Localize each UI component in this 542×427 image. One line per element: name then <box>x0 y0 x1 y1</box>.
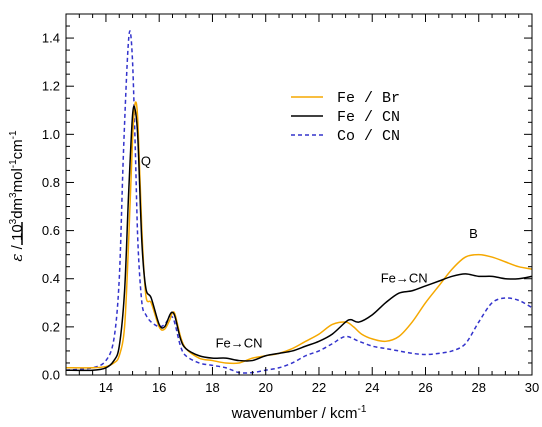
x-tick-label: 16 <box>152 380 166 395</box>
series-line-fe-cn <box>65 105 533 372</box>
x-tick-label: 24 <box>365 380 379 395</box>
ticks-layer <box>65 14 533 376</box>
y-axis-title-sup1: 3 <box>8 218 19 224</box>
legend-label-fe-cn: Fe / CN <box>337 109 400 126</box>
y-axis-title-part3: mol <box>9 168 26 192</box>
series-line-co-cn <box>65 30 533 374</box>
y-tick-label: 0.0 <box>42 368 60 383</box>
x-axis-title: wavenumber / kcm-1 <box>231 404 367 422</box>
x-axis-title-sup: -1 <box>357 404 366 415</box>
y-axis-title-part1: / 10 <box>9 224 26 253</box>
y-axis-title-part4: cm <box>9 139 26 159</box>
x-tick-label: 22 <box>312 380 326 395</box>
legend-label-co-cn: Co / CN <box>337 128 400 145</box>
annotation-Q: Q <box>141 154 151 169</box>
x-tick-label: 20 <box>258 380 272 395</box>
x-tick-label: 18 <box>205 380 219 395</box>
y-axis-title-sup3: -1 <box>8 159 19 168</box>
y-axis-title-epsilon: ε <box>8 254 26 262</box>
series-layer <box>65 30 533 374</box>
annotation-fe-cn-1: Fe→CN <box>216 335 263 350</box>
y-axis-title-part2: dm <box>9 198 26 219</box>
y-axis-title-sup4: -1 <box>8 130 19 139</box>
y-axis-title-sup2: 3 <box>8 192 19 198</box>
x-tick-label: 28 <box>472 380 486 395</box>
y-tick-label: 1.2 <box>42 79 60 94</box>
legend-label-fe-br: Fe / Br <box>337 90 400 107</box>
x-tick-label: 14 <box>99 380 113 395</box>
tick-labels-layer: 14 16 18 20 22 24 26 28 30 0.0 0.2 0.4 0.6 0.8 1.0 1.2 1… <box>42 31 539 395</box>
x-tick-label: 26 <box>418 380 432 395</box>
y-tick-label: 0.6 <box>42 223 60 238</box>
annotations-layer: Q Fe→CN Fe→CN B <box>141 154 478 351</box>
y-tick-label: 1.0 <box>42 127 60 142</box>
y-tick-label: 1.4 <box>42 31 60 46</box>
annotation-fe-cn-2: Fe→CN <box>381 270 428 285</box>
annotation-B: B <box>469 226 478 241</box>
y-tick-label: 0.8 <box>42 175 60 190</box>
x-tick-label: 30 <box>525 380 539 395</box>
series-line-fe-br <box>65 101 533 369</box>
x-axis-title-text: wavenumber / kcm <box>231 405 358 422</box>
y-tick-label: 0.2 <box>42 319 60 334</box>
legend: Fe / Br Fe / CN Co / CN <box>291 90 400 145</box>
y-tick-label: 0.4 <box>42 271 60 286</box>
